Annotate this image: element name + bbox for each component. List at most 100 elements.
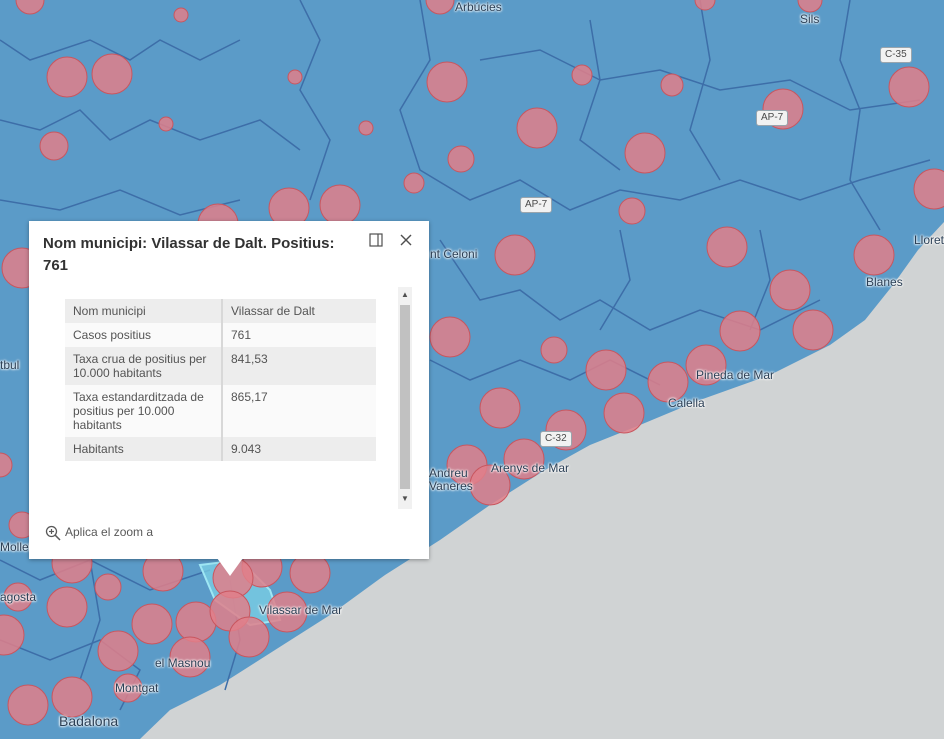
table-row: Casos positius 761	[65, 323, 376, 347]
case-circle-marker[interactable]	[769, 269, 811, 311]
case-circle-marker[interactable]	[7, 684, 49, 726]
table-row: Taxa estandarditzada de positius per 10.…	[65, 385, 376, 437]
case-circle-marker[interactable]	[0, 452, 13, 478]
case-circle-marker[interactable]	[158, 116, 174, 132]
case-circle-marker[interactable]	[797, 0, 823, 13]
place-label-mollet: Mollet	[0, 540, 33, 554]
table-row: Taxa crua de positius per 10.000 habitan…	[65, 347, 376, 385]
case-circle-marker[interactable]	[719, 310, 761, 352]
attribute-key: Casos positius	[65, 323, 223, 347]
road-shield-ap7-north: AP-7	[756, 110, 789, 126]
attribute-value: 865,17	[222, 385, 376, 437]
case-circle-marker[interactable]	[131, 603, 173, 645]
popup-pointer	[217, 558, 243, 576]
case-circle-marker[interactable]	[113, 673, 143, 703]
place-label-blanes: Blanes	[866, 275, 903, 289]
case-circle-marker[interactable]	[228, 616, 270, 658]
place-label-calella: Calella	[668, 396, 705, 410]
case-circle-marker[interactable]	[3, 582, 33, 612]
case-circle-marker[interactable]	[266, 591, 308, 633]
case-circle-marker[interactable]	[603, 392, 645, 434]
case-circle-marker[interactable]	[913, 168, 944, 210]
close-icon[interactable]	[398, 232, 414, 248]
attribute-key: Habitants	[65, 437, 223, 461]
place-label-arenys: Arenys de Mar	[491, 461, 570, 475]
popup-content: Nom municipi Vilassar de Dalt Casos posi…	[65, 299, 377, 461]
case-circle-marker[interactable]	[94, 573, 122, 601]
attribute-key: Taxa estandarditzada de positius per 10.…	[65, 385, 223, 437]
dock-icon[interactable]	[369, 233, 383, 247]
case-circle-marker[interactable]	[694, 0, 716, 11]
attribute-value: 841,53	[222, 347, 376, 385]
zoom-to-label: Aplica el zoom a	[65, 525, 154, 540]
attribute-table: Nom municipi Vilassar de Dalt Casos posi…	[65, 299, 376, 461]
case-circle-marker[interactable]	[46, 586, 88, 628]
place-label-sils: Sils	[800, 12, 820, 26]
case-circle-marker[interactable]	[479, 387, 521, 429]
case-circle-marker[interactable]	[429, 316, 471, 358]
attribute-value: Vilassar de Dalt	[222, 299, 376, 323]
road-shield-c35: C-35	[880, 47, 912, 63]
place-label-agosta: agosta	[0, 590, 37, 604]
attribute-value: 761	[222, 323, 376, 347]
case-circle-marker[interactable]	[503, 438, 545, 480]
case-circle-marker[interactable]	[571, 64, 593, 86]
zoom-to-button[interactable]: Aplica el zoom a	[45, 525, 153, 541]
case-circle-marker[interactable]	[647, 361, 689, 403]
case-circle-marker[interactable]	[51, 676, 93, 718]
case-circle-marker[interactable]	[358, 120, 374, 136]
case-circle-marker[interactable]	[685, 344, 727, 386]
case-circle-marker[interactable]	[494, 234, 536, 276]
place-label-andreu: Andreu	[429, 466, 468, 480]
case-circle-marker[interactable]	[426, 61, 468, 103]
case-circle-marker[interactable]	[173, 7, 189, 23]
case-circle-marker[interactable]	[706, 226, 748, 268]
zoom-in-icon	[45, 525, 61, 541]
case-circle-marker[interactable]	[516, 107, 558, 149]
table-row: Habitants 9.043	[65, 437, 376, 461]
place-label-lloret: Lloret	[914, 233, 944, 247]
place-label-pineda: Pineda de Mar	[696, 368, 775, 382]
case-circle-marker[interactable]	[403, 172, 425, 194]
case-circle-marker[interactable]	[469, 464, 511, 506]
feature-popup: Nom municipi: Vilassar de Dalt. Positius…	[29, 221, 429, 576]
case-circle-marker[interactable]	[585, 349, 627, 391]
place-label-arbucies: Arbúcies	[455, 0, 502, 14]
case-circle-marker[interactable]	[660, 73, 684, 97]
case-circle-marker[interactable]	[287, 69, 303, 85]
case-circle-marker[interactable]	[540, 336, 568, 364]
popup-title: Nom municipi: Vilassar de Dalt. Positius…	[43, 235, 335, 274]
place-label-vaneres: Vaneres	[429, 479, 473, 493]
road-shield-c32: C-32	[540, 431, 572, 447]
scroll-down-arrow-icon[interactable]: ▼	[401, 494, 409, 503]
boundary-lines	[0, 0, 931, 711]
case-circle-marker[interactable]	[97, 630, 139, 672]
case-circle-marker[interactable]	[169, 636, 211, 678]
road-shield-ap7-south: AP-7	[520, 197, 553, 213]
place-label-vilassar-mar: Vilassar de Mar	[259, 603, 343, 617]
case-circle-marker[interactable]	[618, 197, 646, 225]
place-label-masnou: el Masnou	[155, 656, 211, 670]
case-circle-marker[interactable]	[425, 0, 455, 15]
place-label-tbul: tbul	[0, 358, 20, 372]
case-circle-marker[interactable]	[853, 234, 895, 276]
place-label-montgat: Montgat	[115, 681, 159, 695]
case-circle-marker[interactable]	[39, 131, 69, 161]
case-circle-marker[interactable]	[15, 0, 45, 15]
case-circle-marker[interactable]	[447, 145, 475, 173]
place-label-badalona: Badalona	[59, 713, 119, 729]
scrollbar-thumb[interactable]	[400, 305, 410, 489]
scroll-up-arrow-icon[interactable]: ▲	[401, 290, 409, 299]
case-circle-marker[interactable]	[289, 552, 331, 594]
attribute-key: Taxa crua de positius per 10.000 habitan…	[65, 347, 223, 385]
case-circle-marker[interactable]	[46, 56, 88, 98]
case-circle-marker[interactable]	[0, 614, 25, 656]
case-circle-marker[interactable]	[91, 53, 133, 95]
case-circle-marker[interactable]	[888, 66, 930, 108]
case-circle-marker[interactable]	[624, 132, 666, 174]
table-row: Nom municipi Vilassar de Dalt	[65, 299, 376, 323]
case-circle-marker[interactable]	[319, 184, 361, 226]
place-label-sant-celoni: nt Celoni	[430, 247, 478, 261]
case-circle-marker[interactable]	[792, 309, 834, 351]
